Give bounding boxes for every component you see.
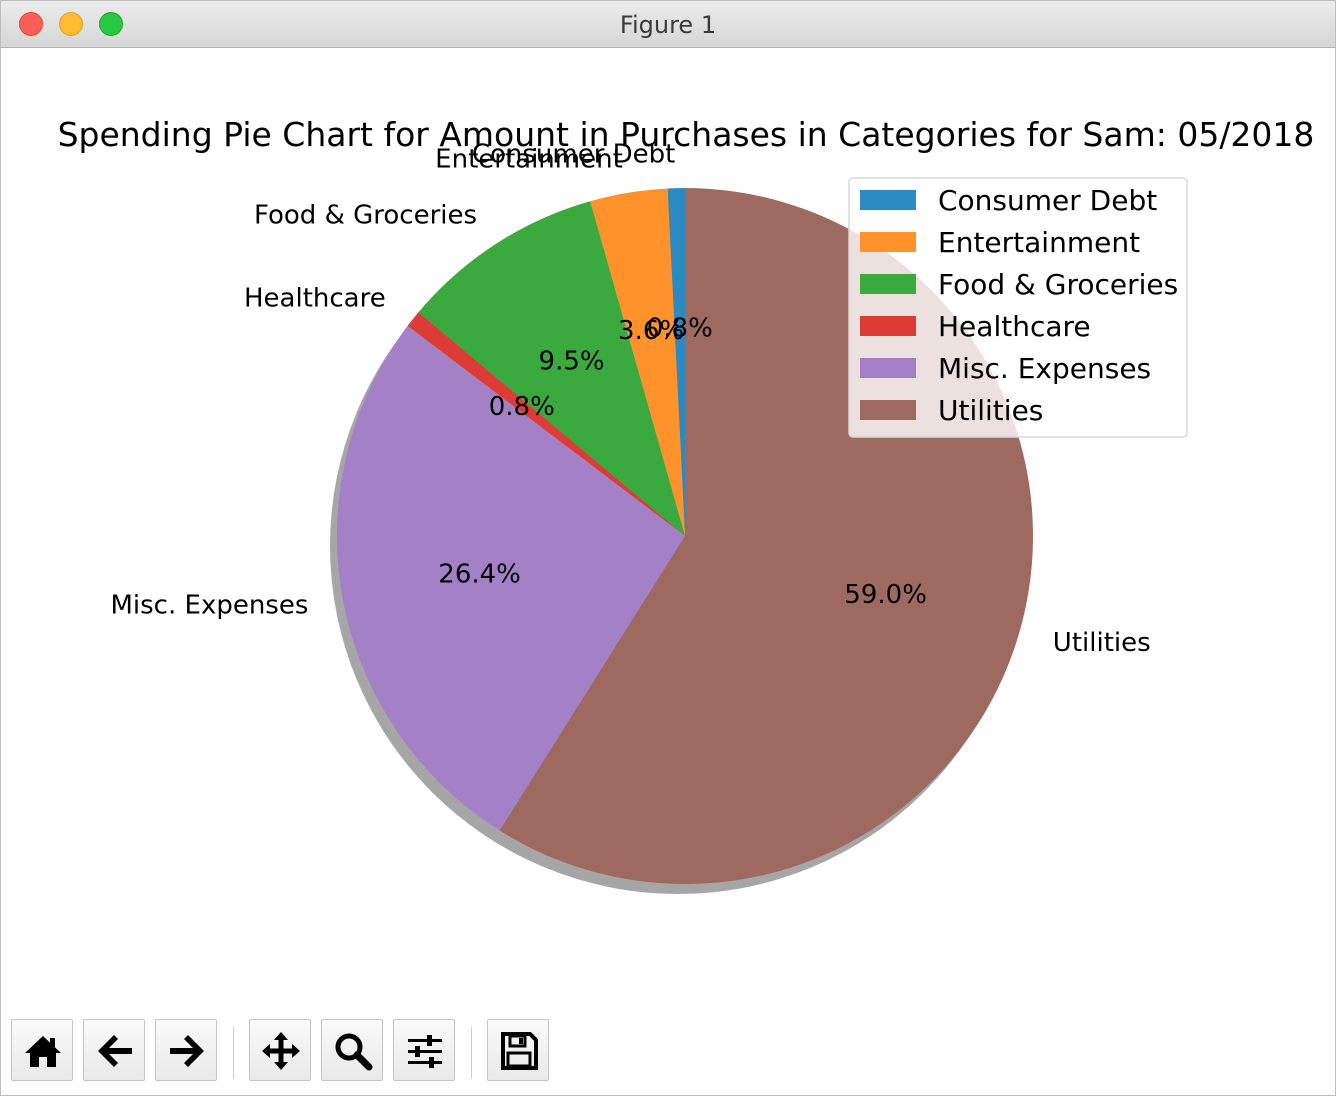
pie-percent-utilities: 59.0% [844,580,927,610]
pie-label-healthcare: Healthcare [244,283,386,313]
pie-label-misc-expenses: Misc. Expenses [110,591,308,621]
legend-label-entertainment: Entertainment [938,226,1140,259]
pie-percent-healthcare: 0.8% [489,392,555,422]
magnifier-icon [335,1033,373,1071]
move-icon [262,1032,300,1070]
legend-label-food-groceries: Food & Groceries [938,268,1178,301]
pie-percent-misc-expenses: 26.4% [438,559,521,589]
pie-label-food-groceries: Food & Groceries [254,201,477,231]
legend-swatch-consumer-debt [860,190,916,210]
legend-swatch-food-groceries [860,274,916,294]
legend: Consumer Debt Entertainment Food & Groceri… [848,177,1188,438]
toolbar-separator [471,1027,472,1079]
chart-title: Spending Pie Chart for Amount in Purchas… [58,115,1315,154]
toolbar-separator [233,1027,234,1079]
zoom-button[interactable] [321,1019,383,1081]
legend-swatch-entertainment [860,232,916,252]
back-button[interactable] [83,1019,145,1081]
arrow-right-icon [170,1035,204,1067]
pie-percent-food-groceries: 9.5% [539,347,605,377]
legend-label-consumer-debt: Consumer Debt [938,184,1157,217]
pie-percent-entertainment: 3.6% [618,316,684,346]
forward-button[interactable] [155,1019,217,1081]
pie-slice-misc-expenses [337,325,685,831]
pan-button[interactable] [249,1019,311,1081]
minimize-window-button[interactable] [59,12,83,36]
pie-percent-consumer-debt: 0.8% [647,313,713,343]
pie-label-entertainment: Entertainment [435,144,623,174]
home-button[interactable] [11,1019,73,1081]
legend-label-healthcare: Healthcare [938,310,1091,343]
pie-slice-healthcare [407,312,685,536]
legend-swatch-utilities [860,400,916,420]
pie-label-utilities: Utilities [1053,628,1151,658]
floppy-disk-icon [501,1032,538,1070]
save-button[interactable] [487,1019,549,1081]
legend-label-utilities: Utilities [938,394,1043,427]
pie-chart: Spending Pie Chart for Amount in Purchas… [58,115,1315,894]
zoom-window-button[interactable] [99,12,123,36]
legend-swatch-healthcare [860,316,916,336]
pie-slice-entertainment [590,188,685,536]
home-icon [25,1036,61,1067]
pie-slice-food-groceries [418,201,685,536]
sliders-icon [408,1035,442,1068]
close-window-button[interactable] [19,12,43,36]
configure-subplots-button[interactable] [393,1019,455,1081]
window-title: Figure 1 [619,11,717,39]
legend-label-misc-expenses: Misc. Expenses [938,352,1151,385]
title-bar: Figure 1 [1,1,1335,48]
legend-swatch-misc-expenses [860,358,916,378]
pie-slice-consumer-debt [667,188,685,536]
arrow-left-icon [98,1035,132,1067]
legend-box [848,177,1188,438]
pie-label-consumer-debt: Consumer Debt [472,139,676,169]
pie-percent-labels: 0.8%3.6%9.5%0.8%26.4%59.0% [438,313,927,610]
